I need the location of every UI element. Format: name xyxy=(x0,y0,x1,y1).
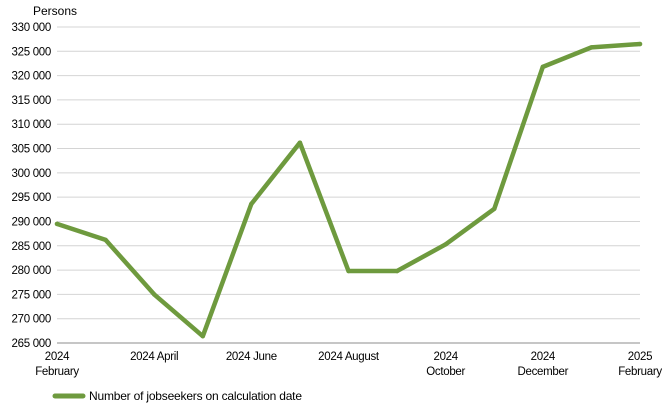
data-point xyxy=(346,268,351,274)
x-axis-tick-labels: 2024 February 2024 April 2024 June 2024 Augu… xyxy=(35,351,662,378)
x-tick-label: 2024 June xyxy=(226,351,277,363)
data-point xyxy=(249,201,254,207)
y-tick-label: 315 000 xyxy=(12,95,51,107)
y-tick-label: 330 000 xyxy=(12,22,51,34)
x-tick-label: 2024 December xyxy=(518,351,569,378)
y-tick-label: 305 000 xyxy=(12,144,51,156)
series-group xyxy=(54,41,643,339)
y-tick-label: 325 000 xyxy=(12,46,51,58)
y-tick-label: 280 000 xyxy=(12,265,51,277)
legend-label: Number of jobseekers on calculation date xyxy=(89,389,302,403)
y-tick-label: 295 000 xyxy=(12,192,51,204)
x-tick-label: 2024 April xyxy=(130,351,178,363)
y-tick-label: 285 000 xyxy=(12,241,51,253)
data-point xyxy=(200,333,205,339)
data-point xyxy=(297,140,303,145)
data-point xyxy=(443,242,448,247)
gridlines xyxy=(57,26,640,344)
legend: Number of jobseekers on calculation date xyxy=(52,389,303,403)
y-tick-label: 270 000 xyxy=(12,314,51,326)
data-point xyxy=(103,237,108,243)
y-tick-label: 275 000 xyxy=(12,289,51,301)
data-point xyxy=(492,206,497,212)
y-tick-label: 320 000 xyxy=(12,71,51,83)
y-tick-label: 310 000 xyxy=(12,119,51,131)
data-point xyxy=(394,268,400,274)
data-point xyxy=(54,221,60,227)
series-line xyxy=(54,41,643,339)
y-tick-label: 300 000 xyxy=(12,168,51,180)
data-point xyxy=(589,45,594,50)
data-point xyxy=(151,292,157,297)
x-tick-label: 2024 August xyxy=(318,351,380,363)
y-tick-label: 290 000 xyxy=(12,216,51,228)
data-point xyxy=(637,41,643,47)
data-point xyxy=(540,64,546,70)
x-tick-label: 2024 February xyxy=(35,351,79,378)
x-tick-label: 2024 October xyxy=(426,351,465,378)
y-axis-tick-labels: 265 000 270 000 275 000 280 000 285 000 290 0… xyxy=(12,22,52,350)
y-unit-label: Persons xyxy=(33,4,77,18)
x-tick-label: 2025 February xyxy=(618,351,662,378)
y-tick-label: 265 000 xyxy=(12,338,51,350)
